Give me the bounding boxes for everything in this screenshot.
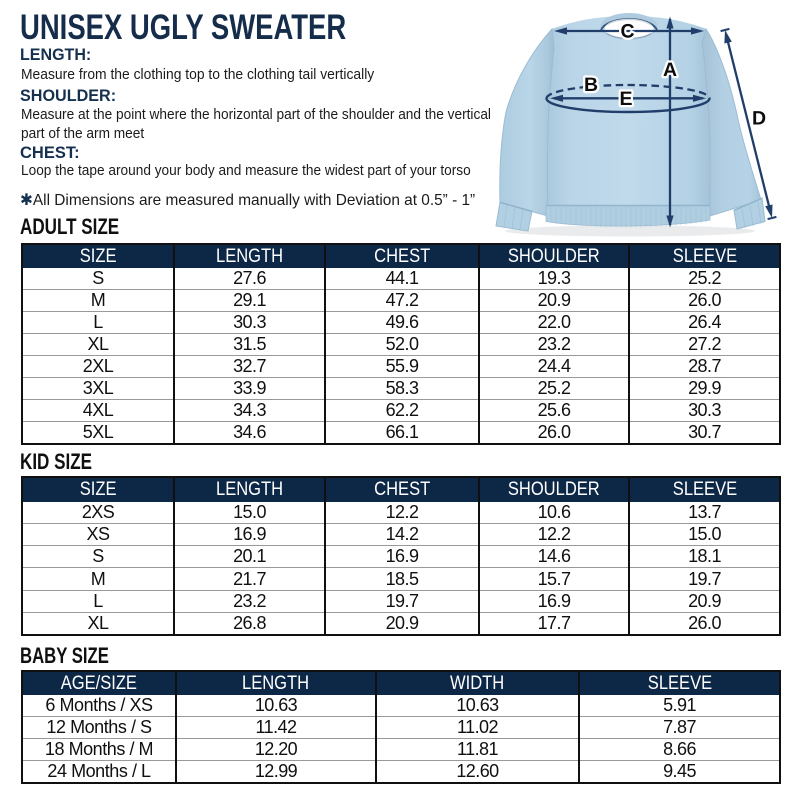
svg-text:B: B: [584, 74, 598, 96]
svg-text:C: C: [620, 21, 634, 43]
svg-text:D: D: [752, 108, 766, 130]
svg-text:E: E: [619, 88, 632, 110]
svg-text:A: A: [663, 59, 677, 81]
